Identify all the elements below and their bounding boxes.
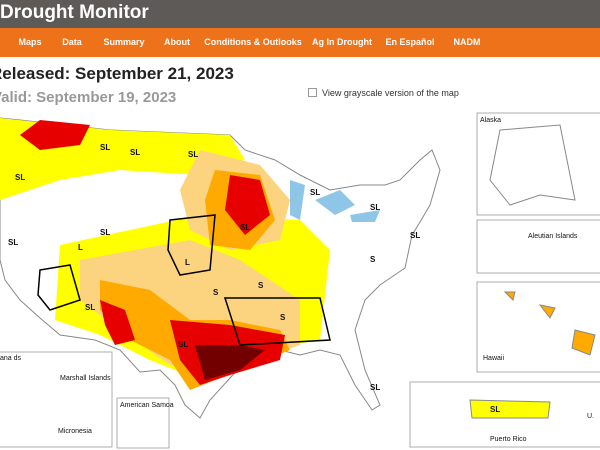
nav-item[interactable]: Data <box>62 37 82 47</box>
nav-item[interactable]: Ag In Drought <box>312 37 372 47</box>
inset-label: Alaska <box>480 117 501 124</box>
drought-d3-w <box>100 300 135 345</box>
released-date: Released: September 21, 2023 <box>0 64 234 83</box>
map-label: SL <box>15 173 25 182</box>
nav-item[interactable]: Summary <box>103 37 145 47</box>
checkbox[interactable] <box>308 88 317 97</box>
outline-sl-1 <box>37 214 331 346</box>
map-label: SL <box>188 150 198 159</box>
map-label: SL <box>100 228 110 237</box>
nav-item[interactable]: Conditions & Outlooks <box>204 37 302 47</box>
map-label: SL <box>240 223 250 232</box>
checkbox-label[interactable]: View grayscale version of the map <box>322 88 459 98</box>
map-label: SL <box>310 188 320 197</box>
inset-label: Hawaii <box>483 355 504 362</box>
grayscale-option[interactable]: View grayscale version of the map <box>308 88 459 98</box>
map-label: SL <box>85 303 95 312</box>
map-label: L <box>185 258 190 267</box>
hawaii-box <box>476 281 600 373</box>
nav-item[interactable]: NADM <box>453 37 481 47</box>
hawaii-shape <box>503 291 596 356</box>
site-title[interactable]: Drought Monitor <box>0 2 149 23</box>
inset-label: Micronesia <box>58 428 92 435</box>
map-label: L <box>78 243 83 252</box>
drought-d3-n <box>225 175 270 235</box>
map-label: SL <box>370 203 380 212</box>
map-label: SL <box>410 231 420 240</box>
map-label: SL <box>8 238 18 247</box>
map-label: SL <box>178 340 188 349</box>
nav-bar: Maps Data Summary About Conditions & Outlook… <box>0 28 600 57</box>
valid-date: Valid: September 19, 2023 <box>0 89 177 106</box>
nav-item[interactable]: En Español <box>385 37 435 47</box>
aleutian-box <box>476 219 600 274</box>
inset-label: Marshall Islands <box>60 375 111 382</box>
nav-item[interactable]: About <box>164 37 190 47</box>
inset-label: American Samoa <box>120 402 174 409</box>
map-label: SL <box>100 143 110 152</box>
map-label: S <box>258 281 264 290</box>
inset-label: U. <box>587 413 594 420</box>
inset-label: ana ds <box>0 355 22 362</box>
drought-d4 <box>195 345 265 380</box>
nav-item[interactable]: Maps <box>18 37 42 47</box>
header: Drought Monitor <box>0 0 600 28</box>
map-label: S <box>213 288 219 297</box>
great-lakes <box>290 180 380 222</box>
inset-label: Aleutian Islands <box>528 233 578 240</box>
map-label: S <box>370 255 376 264</box>
us-map <box>0 117 441 419</box>
alaska-shape <box>489 124 576 206</box>
drought-d1-ne <box>20 120 90 150</box>
map-label: S <box>280 313 286 322</box>
map-label: SL <box>130 148 140 157</box>
map-label: SL <box>370 383 380 392</box>
inset-label: Puerto Rico <box>490 436 527 443</box>
samoa-box <box>116 397 170 449</box>
puerto-rico-shape <box>469 399 551 419</box>
map-label: SL <box>490 405 500 414</box>
pacific-box <box>0 351 113 448</box>
